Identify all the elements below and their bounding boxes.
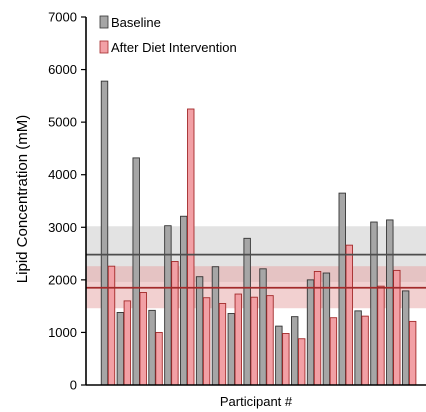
bar-baseline-19 <box>386 219 394 386</box>
bar-baseline-1 <box>100 80 109 386</box>
y-tick-label: 4000 <box>48 167 77 182</box>
bar-baseline-13 <box>291 316 299 386</box>
bar-after-18 <box>377 285 385 386</box>
bar-baseline-5 <box>164 225 172 386</box>
legend-label-after: After Diet Intervention <box>111 40 237 55</box>
bar-after-17 <box>361 315 369 386</box>
legend: Baseline After Diet Intervention <box>99 15 237 55</box>
bar-after-7 <box>202 297 211 386</box>
bar-after-3 <box>139 292 147 386</box>
bar-after-5 <box>171 261 179 386</box>
bar-after-13 <box>298 338 306 386</box>
bar-baseline-4 <box>148 309 156 386</box>
bar-after-9 <box>234 293 243 386</box>
bar-baseline-12 <box>275 325 283 386</box>
bar-after-10 <box>250 296 258 386</box>
y-tick-label: 5000 <box>48 115 77 130</box>
bar-baseline-20 <box>401 290 410 386</box>
bar-after-16 <box>345 244 353 386</box>
y-tick-label: 6000 <box>48 62 77 77</box>
x-axis-label: Participant # <box>220 394 293 409</box>
bar-baseline-16 <box>338 192 346 386</box>
bar-after-8 <box>218 303 227 386</box>
y-axis-label: Lipid Concentration (mM) <box>14 115 31 283</box>
bar-baseline-7 <box>195 276 204 386</box>
y-tick-label: 7000 <box>48 10 77 25</box>
bar-after-2 <box>123 300 132 386</box>
legend-swatch-after <box>99 40 109 54</box>
bar-baseline-15 <box>322 272 331 386</box>
bar-baseline-18 <box>370 221 378 386</box>
bar-after-12 <box>282 333 290 386</box>
axes <box>81 16 426 386</box>
bar-baseline-14 <box>306 279 315 386</box>
bar-after-11 <box>266 295 274 386</box>
legend-swatch-baseline <box>99 15 109 29</box>
y-tick-labels: 0 1000 2000 3000 4000 5000 6000 7000 <box>48 10 77 393</box>
bar-after-20 <box>408 320 417 386</box>
y-tick-label: 3000 <box>48 220 77 235</box>
bar-baseline-3 <box>132 157 140 386</box>
bar-after-6 <box>187 108 195 386</box>
bar-after-1 <box>107 265 116 386</box>
y-tick-label: 1000 <box>48 325 77 340</box>
bar-baseline-11 <box>259 268 267 386</box>
bar-baseline-2 <box>116 312 125 386</box>
bar-baseline-17 <box>354 310 362 386</box>
bars <box>100 80 417 386</box>
bar-baseline-8 <box>211 266 220 386</box>
mean-lines <box>86 253 426 289</box>
bar-after-4 <box>155 331 163 386</box>
bar-baseline-10 <box>243 237 251 386</box>
legend-label-baseline: Baseline <box>111 15 161 30</box>
bar-after-15 <box>329 317 338 386</box>
bar-baseline-6 <box>180 215 188 386</box>
y-tick-label: 0 <box>70 378 77 393</box>
bar-baseline-9 <box>227 313 236 386</box>
y-tick-label: 2000 <box>48 272 77 287</box>
